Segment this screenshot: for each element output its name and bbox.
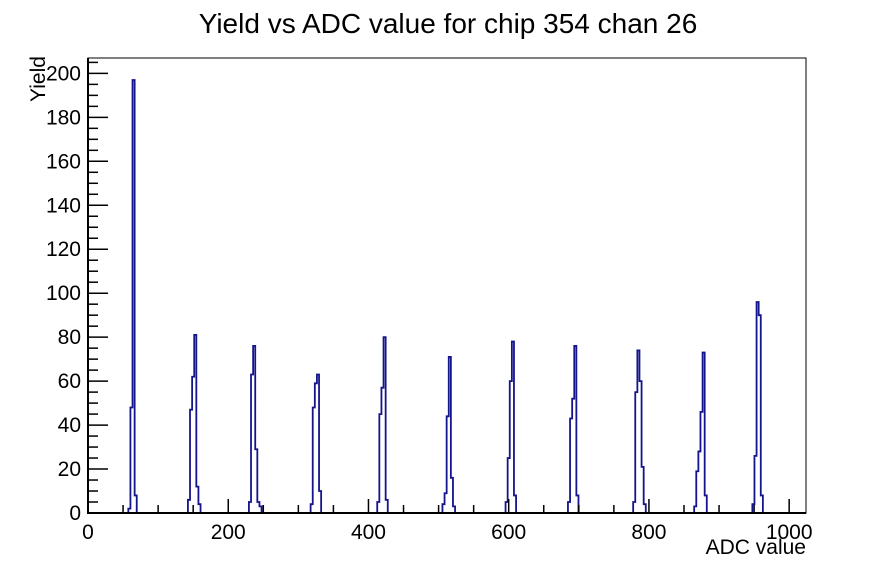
y-tick-label: 160 [46, 150, 81, 173]
x-axis-title: ADC value [706, 536, 806, 559]
y-tick-label: 80 [58, 326, 81, 349]
x-tick-label: 200 [211, 521, 246, 544]
y-tick-label: 60 [58, 370, 81, 393]
y-tick-label: 40 [58, 414, 81, 437]
y-tick-label: 0 [69, 502, 81, 525]
y-tick-label: 200 [46, 62, 81, 85]
y-tick-label: 140 [46, 194, 81, 217]
x-tick-label: 600 [491, 521, 526, 544]
x-tick-label: 800 [631, 521, 666, 544]
x-tick-label: 1000 [766, 521, 813, 544]
y-tick-label: 20 [58, 458, 81, 481]
axis-ticks [87, 61, 790, 514]
histogram-line [88, 79, 806, 514]
y-tick-label: 120 [46, 238, 81, 261]
x-tick-label: 0 [82, 521, 94, 544]
y-axis-title: Yield [27, 56, 50, 102]
y-tick-label: 180 [46, 106, 81, 129]
chart-title: Yield vs ADC value for chip 354 chan 26 [198, 8, 698, 39]
y-tick-label: 100 [46, 282, 81, 305]
x-tick-label: 400 [351, 521, 386, 544]
histogram-series [88, 79, 806, 514]
axis-tick-labels: 0 200 400 600 800 1000 0 20 40 60 80 100 120 140 160 18… [46, 62, 813, 544]
